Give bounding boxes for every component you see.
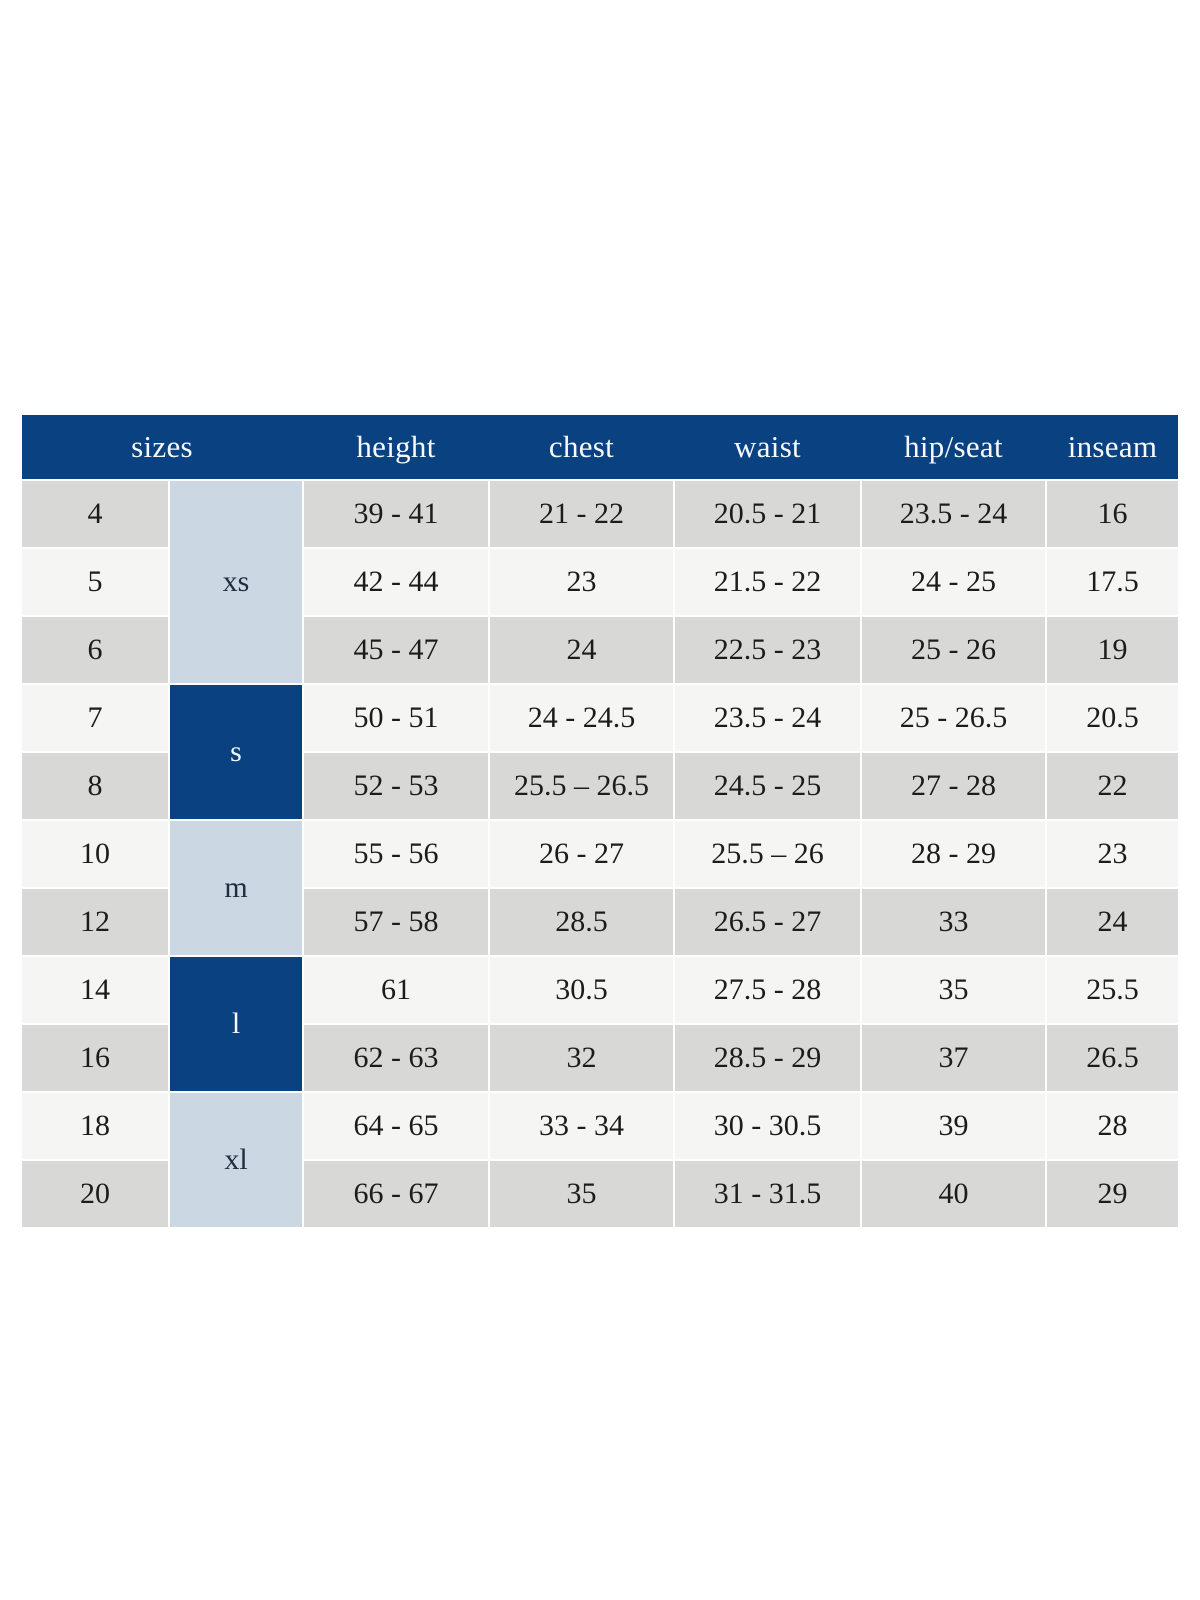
waist-cell: 28.5 - 29: [675, 1025, 860, 1091]
waist-cell: 26.5 - 27: [675, 889, 860, 955]
size-cell: 20: [22, 1161, 168, 1227]
hip-seat-cell: 28 - 29: [862, 821, 1045, 887]
waist-cell: 24.5 - 25: [675, 753, 860, 819]
waist-cell: 23.5 - 24: [675, 685, 860, 751]
size-cell: 8: [22, 753, 168, 819]
hip-seat-cell: 25 - 26: [862, 617, 1045, 683]
size-cell: 5: [22, 549, 168, 615]
hip-seat-cell: 39: [862, 1093, 1045, 1159]
group-cell-m: m: [170, 821, 302, 955]
hip-seat-cell: 35: [862, 957, 1045, 1023]
height-cell: 39 - 41: [304, 481, 488, 547]
waist-cell: 20.5 - 21: [675, 481, 860, 547]
chest-cell: 32: [490, 1025, 673, 1091]
inseam-cell: 26.5: [1047, 1025, 1178, 1091]
header-waist: waist: [734, 429, 801, 464]
size-cell: 7: [22, 685, 168, 751]
group-cell-s: s: [170, 685, 302, 819]
table-header-row: sizes height chest waist hip/seat inseam: [22, 415, 1178, 479]
hip-seat-cell: 25 - 26.5: [862, 685, 1045, 751]
header-inseam: inseam: [1067, 429, 1158, 464]
size-cell: 14: [22, 957, 168, 1023]
chest-cell: 25.5 – 26.5: [490, 753, 673, 819]
hip-seat-cell: 33: [862, 889, 1045, 955]
inseam-cell: 20.5: [1047, 685, 1178, 751]
group-cell-xl: xl: [170, 1093, 302, 1227]
chest-cell: 30.5: [490, 957, 673, 1023]
group-cell-xs: xs: [170, 481, 302, 683]
chest-cell: 24: [490, 617, 673, 683]
inseam-cell: 28: [1047, 1093, 1178, 1159]
inseam-cell: 25.5: [1047, 957, 1178, 1023]
waist-cell: 21.5 - 22: [675, 549, 860, 615]
chest-cell: 35: [490, 1161, 673, 1227]
chest-cell: 26 - 27: [490, 821, 673, 887]
chest-cell: 21 - 22: [490, 481, 673, 547]
inseam-cell: 23: [1047, 821, 1178, 887]
chest-cell: 24 - 24.5: [490, 685, 673, 751]
size-cell: 12: [22, 889, 168, 955]
waist-cell: 27.5 - 28: [675, 957, 860, 1023]
waist-cell: 31 - 31.5: [675, 1161, 860, 1227]
size-cell: 10: [22, 821, 168, 887]
inseam-cell: 24: [1047, 889, 1178, 955]
height-cell: 45 - 47: [304, 617, 488, 683]
inseam-cell: 17.5: [1047, 549, 1178, 615]
size-chart-table: sizes height chest waist hip/seat inseam…: [22, 415, 1178, 1227]
inseam-cell: 29: [1047, 1161, 1178, 1227]
height-cell: 61: [304, 957, 488, 1023]
header-chest: chest: [548, 429, 615, 464]
size-cell: 18: [22, 1093, 168, 1159]
height-cell: 57 - 58: [304, 889, 488, 955]
hip-seat-cell: 23.5 - 24: [862, 481, 1045, 547]
size-cell: 4: [22, 481, 168, 547]
hip-seat-cell: 27 - 28: [862, 753, 1045, 819]
waist-cell: 22.5 - 23: [675, 617, 860, 683]
height-cell: 62 - 63: [304, 1025, 488, 1091]
waist-cell: 25.5 – 26: [675, 821, 860, 887]
hip-seat-cell: 40: [862, 1161, 1045, 1227]
height-cell: 52 - 53: [304, 753, 488, 819]
chest-cell: 33 - 34: [490, 1093, 673, 1159]
chest-cell: 28.5: [490, 889, 673, 955]
size-cell: 16: [22, 1025, 168, 1091]
hip-seat-cell: 24 - 25: [862, 549, 1045, 615]
inseam-cell: 19: [1047, 617, 1178, 683]
inseam-cell: 22: [1047, 753, 1178, 819]
height-cell: 66 - 67: [304, 1161, 488, 1227]
group-cell-l: l: [170, 957, 302, 1091]
height-cell: 42 - 44: [304, 549, 488, 615]
header-height: height: [356, 429, 436, 464]
header-hip-seat: hip/seat: [904, 429, 1003, 464]
inseam-cell: 16: [1047, 481, 1178, 547]
height-cell: 64 - 65: [304, 1093, 488, 1159]
hip-seat-cell: 37: [862, 1025, 1045, 1091]
waist-cell: 30 - 30.5: [675, 1093, 860, 1159]
header-sizes: sizes: [131, 429, 193, 464]
chest-cell: 23: [490, 549, 673, 615]
height-cell: 55 - 56: [304, 821, 488, 887]
height-cell: 50 - 51: [304, 685, 488, 751]
size-cell: 6: [22, 617, 168, 683]
